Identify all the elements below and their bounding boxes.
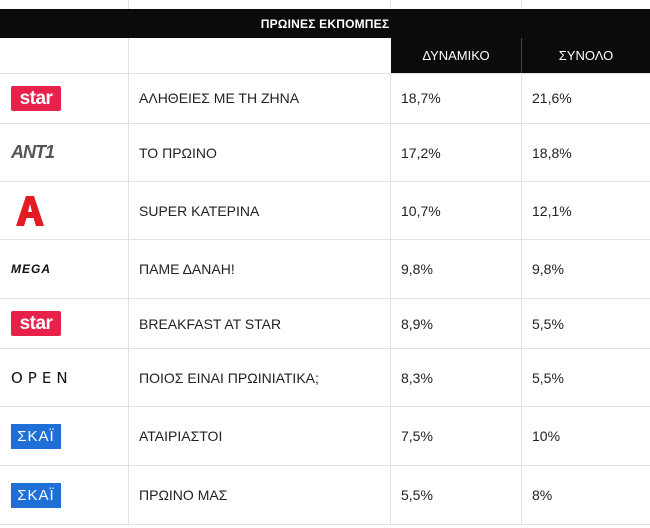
show-name: ΑΤΑΙΡΙΑΣΤΟΙ	[129, 407, 391, 465]
dynamic-share: 5,5%	[391, 466, 522, 524]
channel-logo-cell: OPEN	[0, 349, 129, 406]
table-row: SUPER ΚΑΤΕΡΙΝΑ 10,7% 12,1%	[0, 182, 650, 240]
show-name: ΠΑΜΕ ΔΑΝΑΗ!	[129, 240, 391, 298]
channel-logo-cell: star	[0, 73, 129, 123]
mega-logo-icon: MEGA	[11, 262, 51, 276]
dynamic-share: 10,7%	[391, 182, 522, 239]
total-share: 21,6%	[532, 90, 572, 106]
dynamic-share: 9,8%	[391, 240, 522, 298]
show-name: ΑΛΗΘΕΙΕΣ ΜΕ ΤΗ ΖΗΝΑ	[129, 73, 391, 123]
show-name: ΤΟ ΠΡΩΙΝΟ	[129, 124, 391, 181]
total-share: 5,5%	[532, 369, 564, 386]
column-header-total: ΣΥΝΟΛΟ	[522, 38, 650, 73]
star-logo-icon: star	[11, 311, 61, 336]
star-logo-icon: star	[11, 85, 61, 111]
table-row: MEGA ΠΑΜΕ ΔΑΝΑΗ! 9,8% 9,8%	[0, 240, 650, 299]
header-logo-cell	[0, 38, 129, 73]
show-name: ΠΟΙΟΣ ΕΙΝΑΙ ΠΡΩΙΝΙΑΤΙΚΑ;	[129, 349, 391, 406]
dynamic-share: 17,2%	[391, 124, 522, 181]
show-name: ΠΡΩΙΝΟ ΜΑΣ	[129, 466, 391, 524]
ant1-logo-icon: ANT1	[11, 142, 55, 162]
dynamic-share: 7,5%	[391, 407, 522, 465]
total-share: 5,5%	[532, 315, 564, 332]
channel-logo-cell: ΣΚΑΪ	[0, 407, 129, 465]
total-share: 9,8%	[532, 261, 564, 277]
total-share: 10%	[532, 428, 561, 444]
channel-logo-cell: MEGA	[0, 240, 129, 298]
table-title: ΠΡΩΙΝΕΣ ΕΚΠΟΜΠΕΣ	[0, 9, 650, 38]
table-row: ΣΚΑΪ ΠΡΩΙΝΟ ΜΑΣ 5,5% 8%	[0, 466, 650, 525]
open-logo-icon: OPEN	[11, 368, 73, 387]
skai-logo-icon: ΣΚΑΪ	[11, 423, 61, 449]
table-row: OPEN ΠΟΙΟΣ ΕΙΝΑΙ ΠΡΩΙΝΙΑΤΙΚΑ; 8,3% 5,5%	[0, 349, 650, 407]
skai-logo-icon: ΣΚΑΪ	[11, 482, 61, 508]
channel-logo-cell: ANT1	[0, 124, 129, 181]
show-name: SUPER ΚΑΤΕΡΙΝΑ	[129, 182, 391, 239]
header-show-cell	[129, 38, 391, 73]
table-row: ANT1 ΤΟ ΠΡΩΙΝΟ 17,2% 18,8%	[0, 124, 650, 182]
dynamic-share: 8,9%	[391, 299, 522, 348]
table-row: star ΑΛΗΘΕΙΕΣ ΜΕ ΤΗ ΖΗΝΑ 18,7% 21,6%	[0, 73, 650, 124]
column-header-dynamic: ΔΥΝΑΜΙΚΟ	[391, 38, 522, 73]
table-row: star BREAKFAST AT STAR 8,9% 5,5%	[0, 299, 650, 349]
table-row: ΣΚΑΪ ΑΤΑΙΡΙΑΣΤΟΙ 7,5% 10%	[0, 407, 650, 466]
show-name: BREAKFAST AT STAR	[129, 299, 391, 348]
channel-logo-cell: star	[0, 299, 129, 348]
channel-logo-cell: ΣΚΑΪ	[0, 466, 129, 524]
total-share: 18,8%	[532, 144, 572, 161]
channel-logo-cell	[0, 182, 129, 239]
total-share: 8%	[532, 487, 553, 503]
total-share: 12,1%	[532, 202, 572, 219]
table-header-row: ΔΥΝΑΜΙΚΟ ΣΥΝΟΛΟ	[0, 38, 650, 74]
alpha-logo-icon	[16, 195, 44, 226]
table-top-strip	[0, 0, 650, 9]
dynamic-share: 18,7%	[391, 73, 522, 123]
dynamic-share: 8,3%	[391, 349, 522, 406]
